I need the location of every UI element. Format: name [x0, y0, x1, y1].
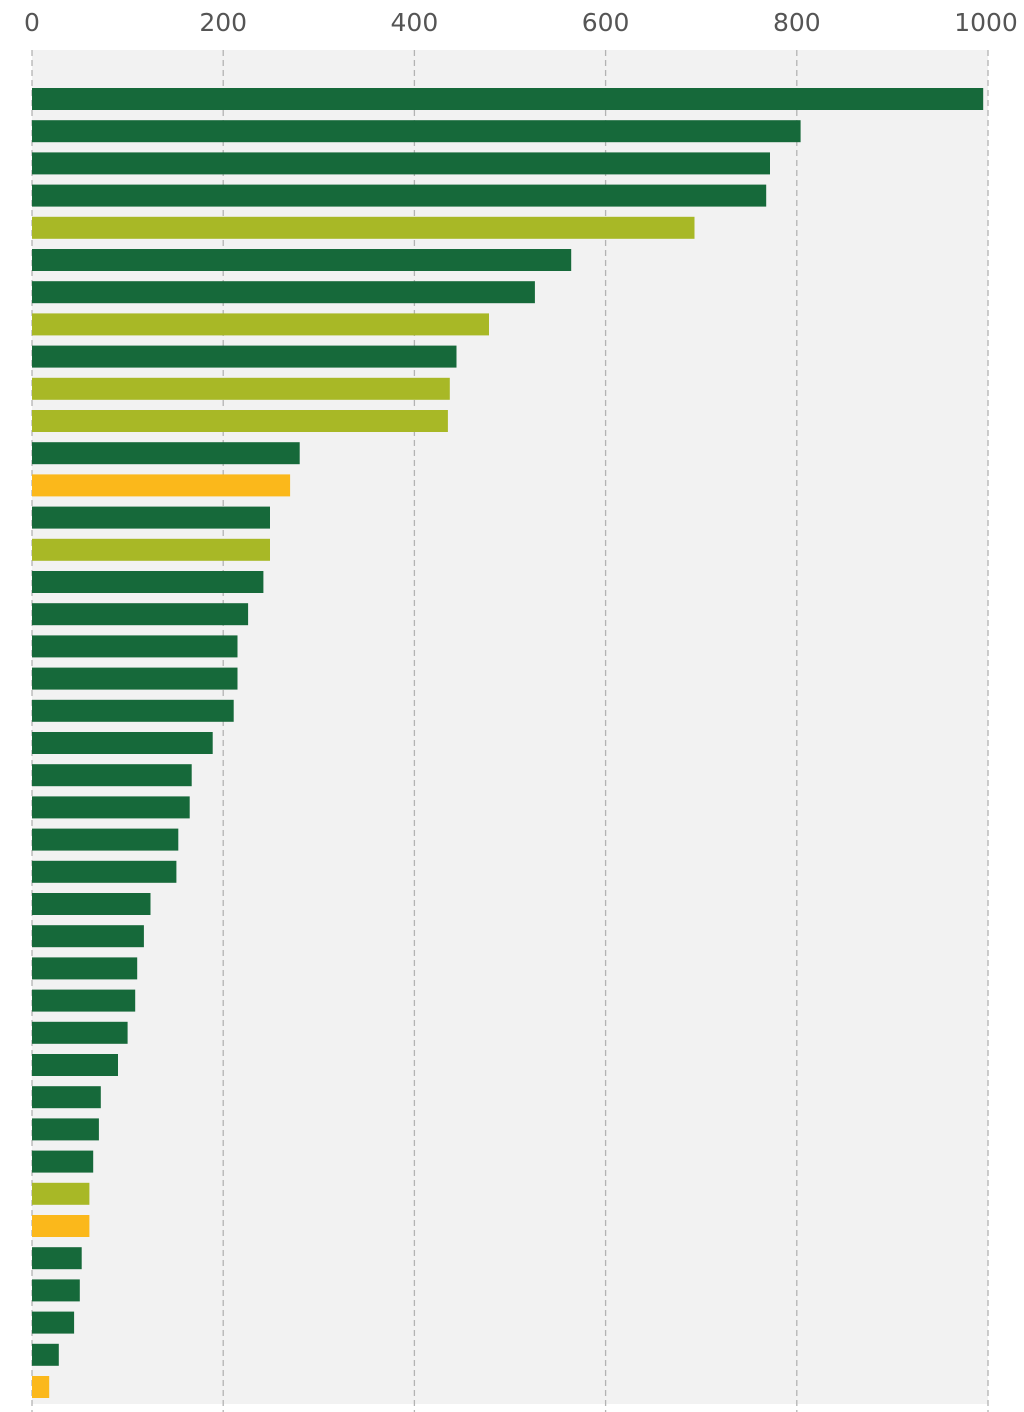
bar-35: [32, 1182, 90, 1205]
x-tick-label: 800: [773, 8, 821, 37]
bar-11: [32, 410, 448, 432]
bar-8: [32, 313, 489, 336]
bar-31: [32, 1054, 118, 1076]
bar-7: [32, 281, 535, 304]
bar-16: [32, 571, 264, 593]
bar-28: [32, 957, 138, 980]
x-axis-tick-labels: 0 200 400 600 800 1000: [24, 8, 1018, 37]
x-tick-label: 200: [199, 8, 247, 37]
bar-2: [32, 120, 801, 143]
bar-21: [32, 732, 213, 754]
bar-6: [32, 249, 572, 271]
bar-34: [32, 1150, 94, 1173]
bar-32: [32, 1086, 101, 1109]
x-tick-label: 400: [391, 8, 439, 37]
bar-17: [32, 603, 249, 626]
bar-9: [32, 345, 457, 368]
x-tick-label: 0: [24, 8, 40, 37]
bar-37: [32, 1247, 82, 1270]
bar-40: [32, 1343, 59, 1366]
bar-10: [32, 377, 450, 400]
bar-25: [32, 860, 177, 883]
bar-33: [32, 1118, 99, 1141]
bar-29: [32, 989, 136, 1012]
bar-22: [32, 764, 192, 787]
bar-20: [32, 699, 234, 722]
bar-3: [32, 152, 770, 175]
bar-41: [32, 1376, 50, 1398]
x-tick-label: 1000: [954, 8, 1018, 37]
grid-lines: [31, 50, 989, 1412]
bar-38: [32, 1279, 80, 1302]
bar-5: [32, 216, 695, 239]
bar-26: [32, 893, 151, 915]
bar-18: [32, 635, 238, 658]
bar-39: [32, 1311, 75, 1334]
bar-30: [32, 1021, 128, 1044]
bar-12: [32, 442, 300, 465]
bar-15: [32, 538, 270, 561]
bars: [32, 88, 984, 1398]
bar-24: [32, 828, 179, 851]
bar-19: [32, 667, 238, 690]
bar-13: [32, 474, 291, 497]
bar-14: [32, 506, 270, 529]
bar-36: [32, 1215, 90, 1237]
bar-4: [32, 184, 767, 207]
bar-27: [32, 925, 144, 948]
x-tick-label: 600: [582, 8, 630, 37]
plot-background: [32, 50, 988, 1404]
bar-1: [32, 88, 984, 110]
bar-23: [32, 796, 190, 819]
